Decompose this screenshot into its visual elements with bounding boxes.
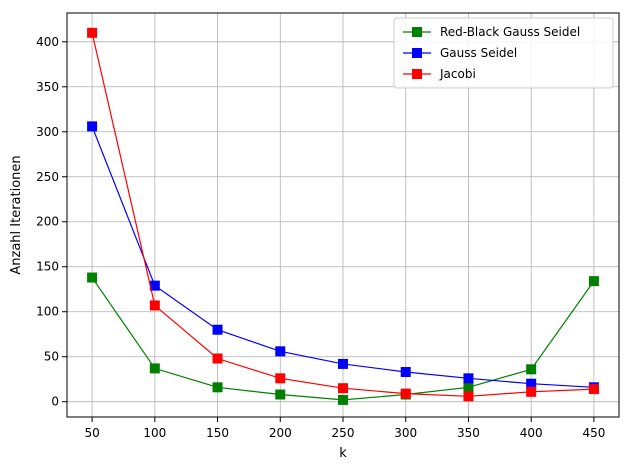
x-tick-label: 150 <box>206 426 229 440</box>
data-point <box>338 358 348 369</box>
legend-entry: Red-Black Gauss Seidel <box>440 25 580 39</box>
data-point <box>275 346 286 357</box>
legend-marker <box>412 27 422 37</box>
data-point <box>212 324 223 335</box>
x-tick-label: 100 <box>143 426 166 440</box>
data-point <box>588 276 599 287</box>
y-tick-label: 300 <box>36 125 59 139</box>
x-tick-label: 300 <box>394 426 417 440</box>
y-tick-label: 350 <box>36 80 59 94</box>
legend-marker <box>412 48 422 58</box>
data-point <box>87 121 98 132</box>
data-point <box>212 353 223 364</box>
y-tick-label: 250 <box>36 170 59 184</box>
data-point <box>526 378 537 389</box>
y-tick-label: 200 <box>36 215 59 229</box>
x-tick-label: 450 <box>582 426 605 440</box>
data-point <box>526 364 537 375</box>
legend: Red-Black Gauss Seidel Gauss Seidel Jacobi <box>393 17 614 89</box>
y-tick-label: 100 <box>36 305 59 319</box>
y-tick-label: 50 <box>44 350 59 364</box>
y-axis-label: Anzahl Iterationen <box>9 155 24 274</box>
data-point <box>463 382 474 393</box>
axis-ticks: 50 100 150 200 250 300 350 400 450 0 50 100 150 200 25… <box>36 35 605 440</box>
data-point <box>338 394 348 405</box>
y-tick-label: 400 <box>36 35 59 49</box>
data-point <box>400 367 411 378</box>
x-tick-label: 50 <box>84 426 99 440</box>
x-tick-label: 200 <box>269 426 292 440</box>
data-point <box>400 388 411 399</box>
data-point <box>149 280 160 291</box>
data-point <box>463 373 474 384</box>
data-point <box>212 382 223 393</box>
series-layer <box>87 27 599 405</box>
x-tick-label: 400 <box>520 426 543 440</box>
y-tick-label: 150 <box>36 260 59 274</box>
legend-marker <box>412 69 422 79</box>
legend-entry: Jacobi <box>439 67 476 81</box>
data-point <box>338 383 348 394</box>
legend-entry: Gauss Seidel <box>440 46 517 60</box>
data-point <box>149 363 160 374</box>
x-axis-label: k <box>339 446 347 461</box>
data-point <box>463 391 474 402</box>
x-tick-label: 350 <box>457 426 480 440</box>
data-point <box>588 384 599 395</box>
data-point <box>275 373 286 384</box>
y-tick-label: 0 <box>51 395 59 409</box>
data-point <box>87 27 98 38</box>
data-point <box>526 386 537 397</box>
data-point <box>275 389 286 400</box>
x-tick-label: 250 <box>332 426 355 440</box>
data-point <box>87 272 98 283</box>
data-point <box>149 300 160 311</box>
legend-box <box>393 17 614 89</box>
